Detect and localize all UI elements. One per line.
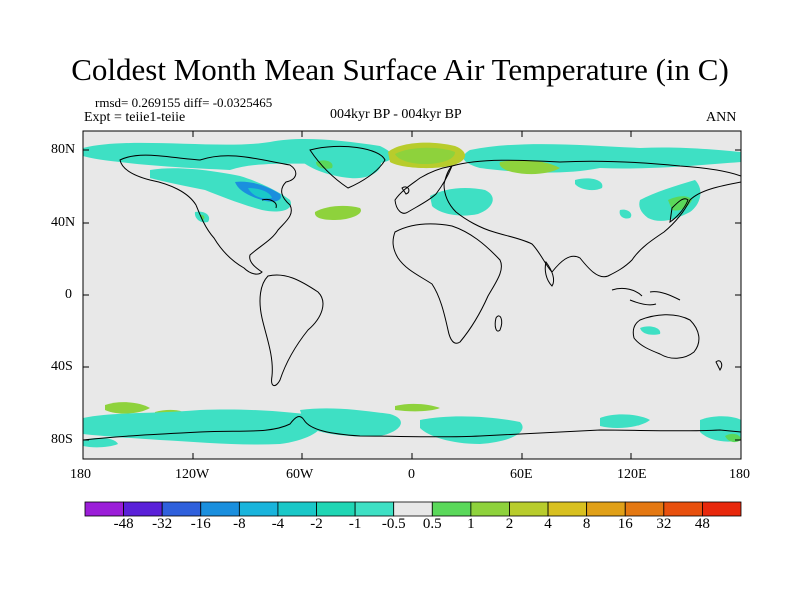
y-tick-40s: 40S — [51, 359, 73, 374]
x-tick-120w: 120W — [175, 467, 210, 482]
y-tick-40n: 40N — [51, 215, 76, 230]
colorbar-label: 8 — [582, 516, 591, 532]
colorbar-swatch — [547, 501, 588, 517]
x-tick-120e: 120E — [617, 467, 647, 482]
coast-madagascar — [494, 315, 503, 332]
y-tick-80n: 80N — [51, 142, 76, 157]
season-label: ANN — [706, 110, 737, 125]
anomaly-patches — [83, 139, 741, 448]
coast-japan — [669, 198, 689, 224]
colorbar-swatch — [586, 501, 626, 517]
coast-indonesia — [611, 287, 681, 306]
colorbar-swatch — [431, 501, 472, 517]
x-tick-60w: 60W — [286, 467, 314, 482]
colorbar-label: -2 — [310, 516, 323, 532]
coast-antarctica — [83, 416, 741, 441]
colorbar-swatch — [316, 501, 356, 517]
colorbar-swatch — [354, 501, 395, 517]
coast-hudson — [261, 199, 277, 209]
colorbar-swatch — [702, 501, 742, 517]
colorbar-label: -0.5 — [381, 516, 406, 532]
colorbar-label: -48 — [113, 516, 134, 532]
coast-south-america — [259, 274, 324, 386]
patch-barents-positive-inner — [395, 147, 455, 164]
colorbar-label: -32 — [152, 516, 173, 532]
axis-ticks — [83, 131, 741, 459]
colorbar-swatch — [277, 501, 317, 517]
colorbar-label: 0.5 — [422, 516, 442, 532]
x-tick-60e: 60E — [510, 467, 533, 482]
colorbar-label: -8 — [233, 516, 246, 532]
coast-asia — [443, 159, 741, 278]
colorbar-label: 16 — [617, 516, 633, 532]
x-tick-0: 0 — [408, 467, 415, 482]
colorbar-swatch — [200, 501, 240, 517]
patch-antarctic-dateline — [83, 437, 118, 448]
x-tick-180w: 180 — [70, 467, 91, 482]
x-tick-180e: 180 — [729, 467, 750, 482]
y-tick-0: 0 — [65, 287, 72, 302]
map-title: Coldest Month Mean Surface Air Temperatu… — [71, 52, 729, 87]
coast-north-america — [119, 154, 297, 275]
patch-greenland — [300, 153, 381, 179]
patch-korea — [619, 209, 632, 219]
colorbar-swatch — [393, 501, 433, 517]
coast-new-zealand — [715, 360, 723, 371]
colorbar-label: 48 — [694, 516, 710, 532]
coastlines — [83, 145, 741, 441]
patch-canada — [150, 168, 291, 212]
period-label: 004kyr BP - 004kyr BP — [330, 107, 462, 122]
colorbar-label: 2 — [505, 516, 514, 532]
coast-australia — [632, 314, 700, 359]
coast-india — [544, 260, 555, 287]
colorbar-swatch — [161, 501, 202, 517]
colorbar-swatch — [470, 501, 510, 517]
coast-greenland — [309, 145, 386, 189]
colorbar-label: 1 — [467, 516, 475, 532]
colorbar-label: 32 — [656, 516, 672, 532]
colorbar-label: -16 — [190, 516, 211, 532]
coast-uk — [401, 186, 410, 195]
patch-south-positive-3 — [395, 403, 440, 412]
patch-australia — [640, 326, 661, 335]
y-tick-80s: 80S — [51, 432, 73, 447]
colorbar-swatch — [123, 501, 163, 517]
patch-south-positive-1 — [105, 402, 150, 414]
colorbar-label: 4 — [544, 516, 552, 532]
patch-siberia-positive — [499, 160, 560, 175]
colorbar-swatch — [84, 501, 124, 517]
colorbar-swatch — [624, 501, 665, 517]
patch-central-asia — [575, 178, 603, 191]
experiment-label: Expt = teiie1-teiie — [84, 110, 186, 125]
colorbar-swatch — [509, 501, 549, 517]
patch-antarctic-atlantic — [300, 408, 401, 437]
colorbar-swatch — [663, 501, 703, 517]
colorbar-label: -4 — [271, 516, 285, 532]
rmsd-diff-text: rmsd= 0.269155 diff= -0.0325465 — [95, 95, 273, 110]
colorbar-label: -1 — [348, 516, 362, 532]
coast-africa — [392, 223, 502, 344]
patch-antarctic-west — [83, 409, 323, 445]
patch-antarctic-east-2 — [600, 414, 650, 428]
patch-greenland-pos — [316, 160, 333, 169]
patch-hudson-medium — [248, 188, 272, 199]
colorbar-swatch — [238, 501, 279, 517]
patch-atlantic-positive — [314, 205, 361, 220]
